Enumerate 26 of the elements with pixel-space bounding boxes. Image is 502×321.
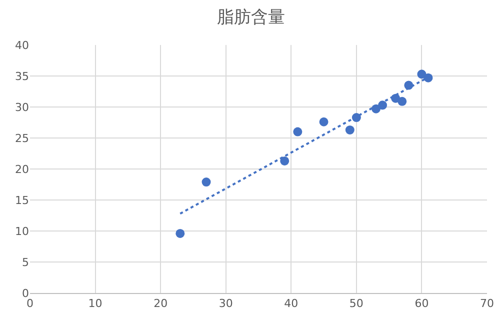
x-tick-label: 40 [284,297,298,310]
point [424,73,433,82]
y-tick-label: 10 [15,224,29,238]
x-tick-label: 30 [218,297,233,310]
point [280,156,290,166]
x-tick-label: 50 [349,297,364,310]
y-tick-label: 5 [22,256,29,269]
y-tick-label: 35 [15,70,29,83]
y-tick-label: 20 [15,162,29,176]
x-tick-label: 70 [480,297,494,310]
point [293,127,302,136]
point [176,228,185,238]
x-tick-label: 20 [154,297,168,310]
point [202,178,211,187]
x-tick-label: 60 [414,297,429,310]
y-tick-label: 15 [15,194,29,207]
y-tick-label: 30 [15,100,29,114]
chart-title: 脂肪含量 [217,8,285,28]
point [398,96,407,106]
y-tick-label: 25 [15,132,29,145]
y-tick-label: 0 [22,286,29,300]
x-tick-label: 10 [88,297,102,310]
y-tick-label: 40 [15,38,29,52]
point [417,70,426,79]
point [345,125,354,134]
point [319,117,328,126]
